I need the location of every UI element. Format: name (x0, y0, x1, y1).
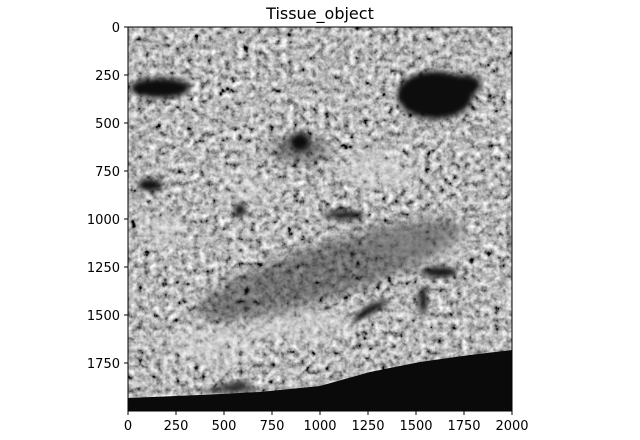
x-tick-label: 500 (212, 419, 237, 434)
x-tick-label: 2000 (495, 419, 528, 434)
x-tick-label: 1500 (399, 419, 432, 434)
y-tick-label: 1000 (87, 213, 120, 228)
y-tick-label: 0 (112, 21, 120, 36)
y-tick-label: 1250 (87, 261, 120, 276)
x-tick-label: 0 (124, 419, 132, 434)
y-tick-label: 1500 (87, 309, 120, 324)
x-axis: 0 250 500 750 1000 1250 1500 1750 2000 (124, 411, 529, 434)
x-tick-label: 750 (260, 419, 285, 434)
y-axis: 0 250 500 750 1000 1250 1500 1750 (87, 21, 128, 372)
y-tick-label: 750 (95, 165, 120, 180)
y-tick-label: 500 (95, 117, 120, 132)
x-tick-label: 1250 (351, 419, 384, 434)
chart-title: Tissue_object (265, 4, 374, 24)
y-tick-label: 250 (95, 69, 120, 84)
x-tick-label: 1000 (303, 419, 336, 434)
x-tick-label: 250 (164, 419, 189, 434)
y-tick-label: 1750 (87, 357, 120, 372)
x-tick-label: 1750 (447, 419, 480, 434)
tissue-image (128, 27, 512, 411)
